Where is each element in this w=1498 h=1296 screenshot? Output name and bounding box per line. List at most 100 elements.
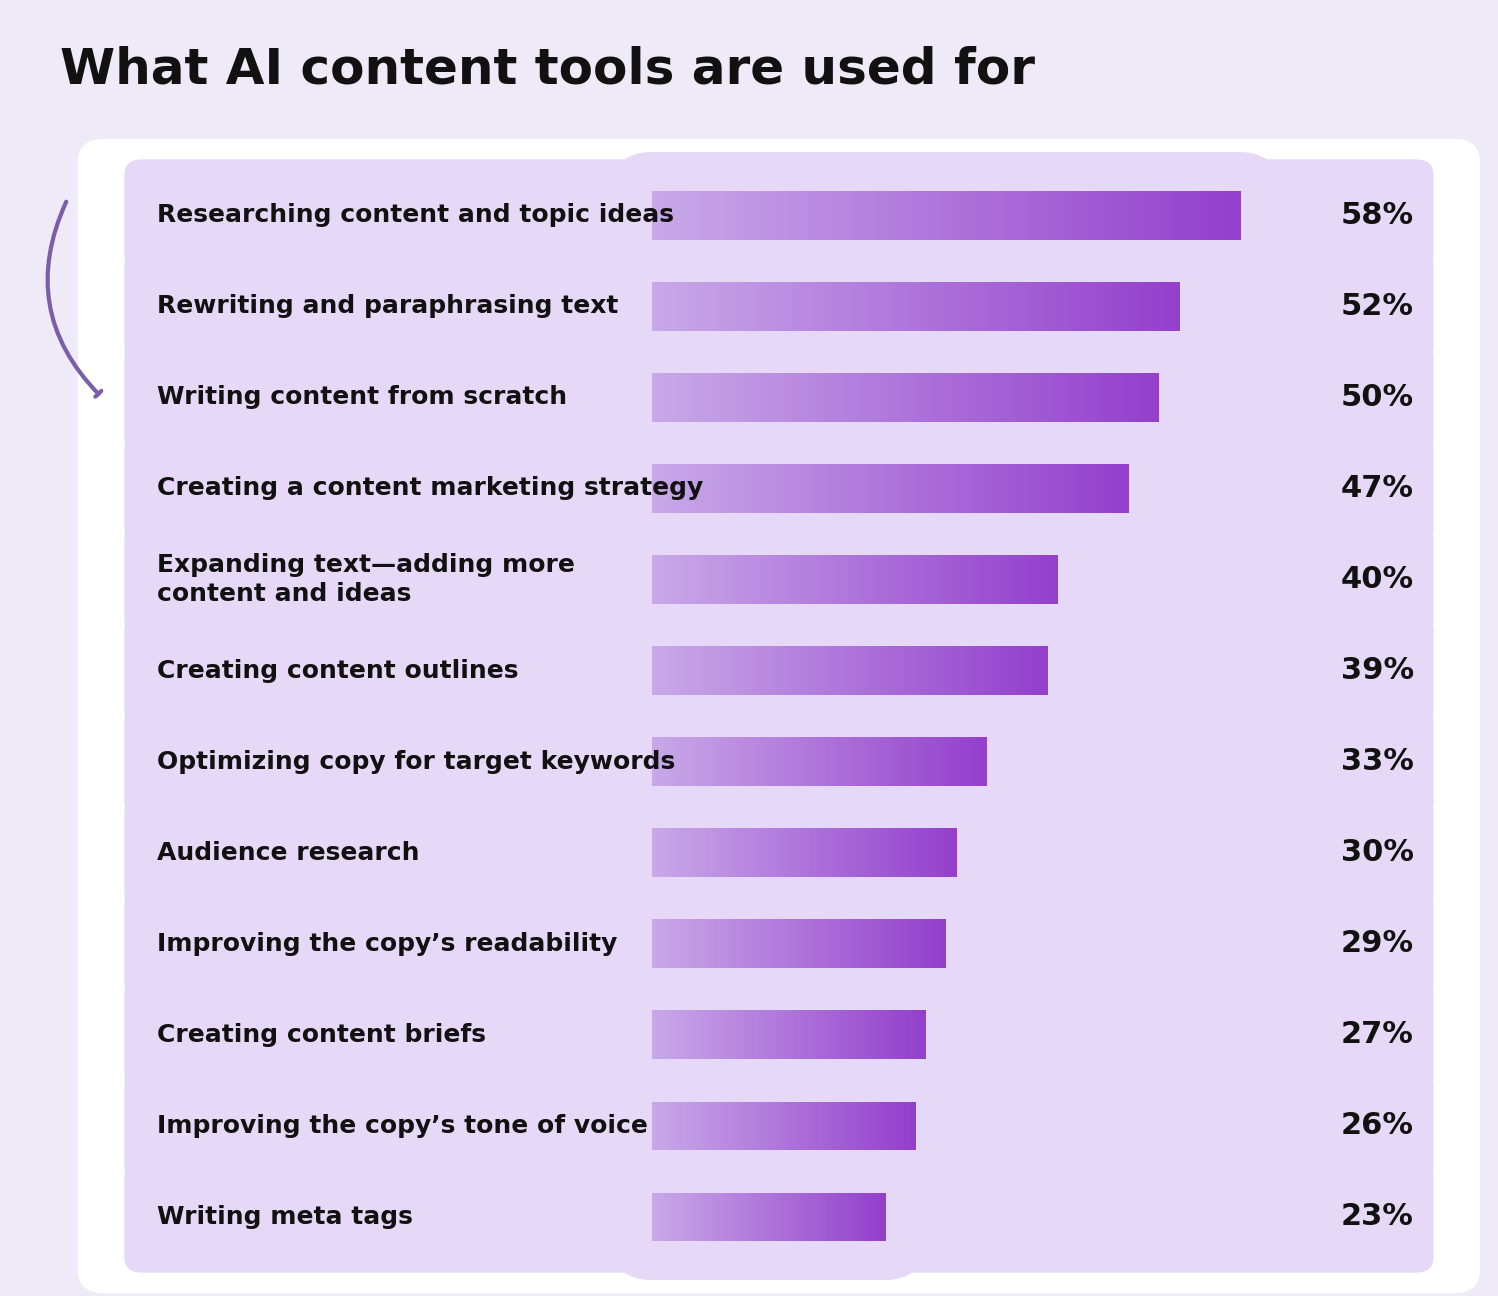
Bar [881, 1102, 884, 1150]
Bar [782, 1192, 785, 1242]
Bar [867, 555, 872, 604]
Bar [797, 1192, 800, 1242]
Bar [753, 373, 758, 421]
Bar [703, 555, 707, 604]
Bar [704, 1102, 707, 1150]
Bar [878, 737, 881, 785]
Bar [917, 919, 920, 968]
Bar [671, 191, 677, 240]
Bar [863, 191, 867, 240]
Bar [677, 737, 680, 785]
Bar [956, 191, 962, 240]
Bar [894, 919, 897, 968]
Bar [715, 373, 721, 421]
Bar [701, 191, 706, 240]
Bar [839, 647, 843, 695]
Bar [698, 647, 701, 695]
Text: 58%: 58% [1341, 201, 1414, 229]
Bar [671, 1102, 674, 1150]
Bar [888, 1011, 891, 1059]
Bar [815, 283, 819, 330]
Bar [794, 919, 797, 968]
Bar [655, 919, 658, 968]
Bar [782, 1011, 785, 1059]
Bar [1077, 464, 1082, 513]
Bar [812, 1102, 815, 1150]
Bar [786, 464, 791, 513]
Bar [827, 1011, 830, 1059]
Bar [798, 828, 801, 877]
Bar [707, 828, 710, 877]
Bar [764, 919, 767, 968]
Bar [1004, 647, 1008, 695]
Bar [857, 828, 860, 877]
Bar [1068, 191, 1074, 240]
Bar [810, 647, 813, 695]
Bar [777, 647, 780, 695]
Bar [1017, 464, 1022, 513]
Bar [665, 647, 668, 695]
Bar [706, 828, 709, 877]
Bar [1074, 373, 1079, 421]
Bar [756, 919, 759, 968]
Bar [803, 464, 807, 513]
Bar [933, 828, 936, 877]
Bar [745, 919, 748, 968]
Bar [670, 828, 673, 877]
Bar [899, 647, 903, 695]
Bar [727, 555, 730, 604]
Bar [884, 373, 888, 421]
Bar [706, 1192, 709, 1242]
Bar [822, 464, 827, 513]
Bar [676, 1192, 677, 1242]
Bar [676, 555, 680, 604]
Bar [833, 647, 837, 695]
Bar [743, 464, 748, 513]
Bar [858, 737, 861, 785]
Bar [849, 1192, 852, 1242]
Bar [680, 1102, 683, 1150]
Bar [682, 828, 686, 877]
Bar [825, 919, 828, 968]
Bar [1156, 283, 1162, 330]
Bar [836, 1011, 839, 1059]
Bar [752, 919, 755, 968]
Bar [794, 828, 797, 877]
Bar [1167, 191, 1171, 240]
Bar [840, 555, 845, 604]
Bar [938, 464, 942, 513]
Bar [1049, 373, 1053, 421]
Bar [813, 828, 818, 877]
Bar [700, 828, 703, 877]
Bar [1152, 191, 1156, 240]
Bar [827, 828, 830, 877]
Bar [671, 1192, 674, 1242]
Bar [758, 373, 762, 421]
Bar [917, 191, 921, 240]
Bar [791, 373, 795, 421]
Bar [765, 828, 768, 877]
Bar [664, 464, 668, 513]
Bar [993, 555, 998, 604]
Bar [774, 737, 777, 785]
Bar [700, 1102, 703, 1150]
Bar [972, 737, 975, 785]
Bar [736, 191, 740, 240]
Bar [774, 1192, 777, 1242]
Bar [980, 191, 986, 240]
Bar [881, 555, 885, 604]
Bar [1230, 191, 1236, 240]
Bar [890, 828, 893, 877]
Bar [881, 1192, 884, 1242]
Bar [885, 737, 890, 785]
Bar [758, 828, 761, 877]
Bar [878, 1192, 879, 1242]
Bar [966, 555, 971, 604]
Bar [774, 373, 779, 421]
Bar [798, 464, 803, 513]
Bar [899, 555, 902, 604]
Bar [1161, 191, 1167, 240]
Bar [986, 555, 990, 604]
Bar [821, 919, 824, 968]
Bar [733, 555, 737, 604]
